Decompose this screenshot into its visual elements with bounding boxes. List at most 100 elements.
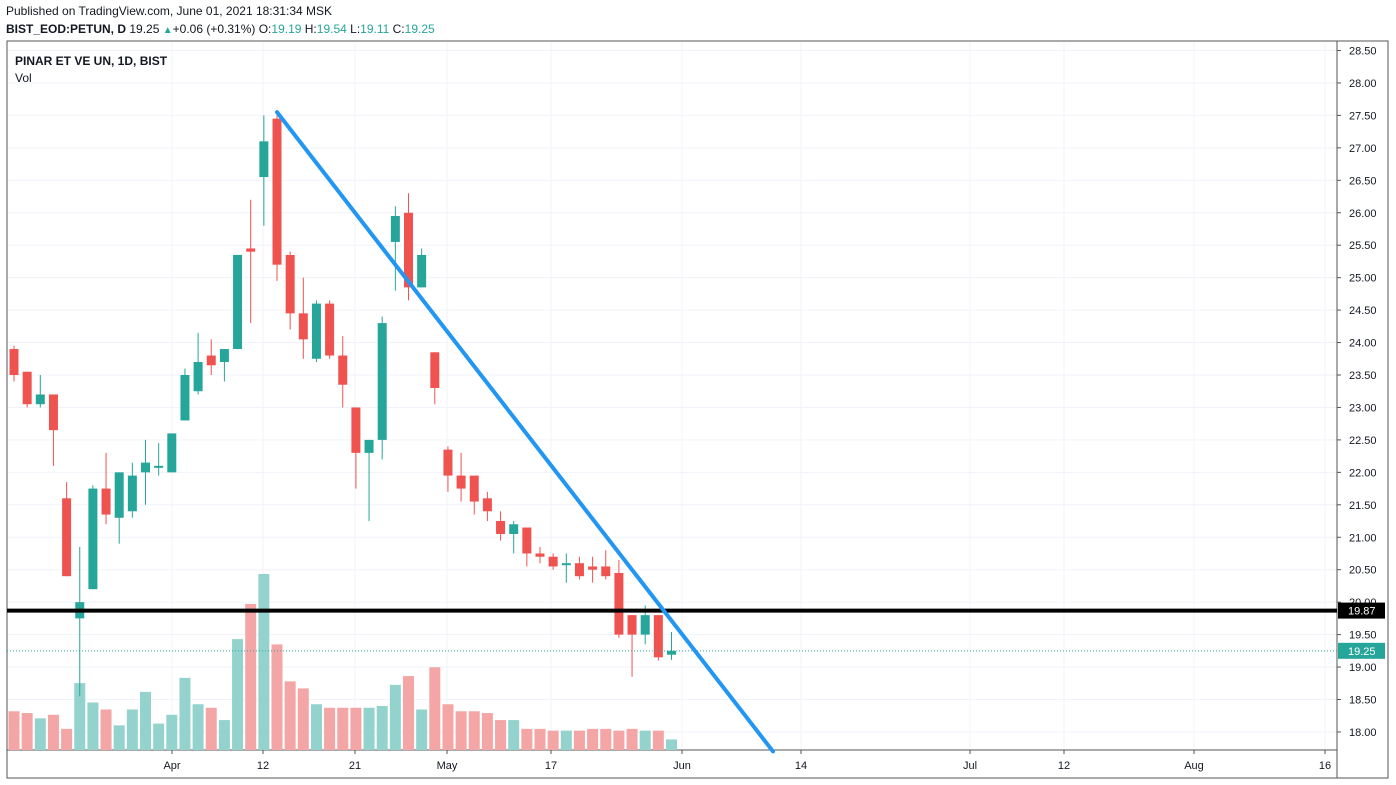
candle-body <box>364 439 374 453</box>
price-change: +0.06 (+0.31%) <box>172 22 256 36</box>
y-tick-label: 24.50 <box>1349 305 1377 317</box>
candle-body <box>351 407 361 453</box>
y-tick-label: 22.00 <box>1349 467 1377 479</box>
candle-body <box>233 254 243 350</box>
volume-bar <box>442 704 454 750</box>
volume-bar <box>74 683 86 750</box>
y-tick-label: 28.50 <box>1349 46 1377 58</box>
last-price: 19.25 <box>129 22 160 36</box>
candle-body <box>325 303 335 356</box>
volume-bar <box>218 720 230 750</box>
time-axis: Apr 12 21 May 17 Jun 14 Jul 12 Aug 16 <box>163 750 1331 772</box>
y-tick-label: 23.50 <box>1349 370 1377 382</box>
volume-bar <box>153 723 165 750</box>
volume-bar <box>310 704 322 750</box>
volume-bar <box>324 707 336 750</box>
volume-bar <box>389 684 401 750</box>
x-tick-label: Apr <box>163 760 180 772</box>
candle-body <box>114 472 124 518</box>
volume-bar <box>416 709 428 750</box>
volume-bar <box>179 677 191 750</box>
candle <box>246 199 256 324</box>
volume-bar <box>297 688 309 750</box>
candle <box>509 521 519 554</box>
y-tick-label: 22.50 <box>1349 435 1377 447</box>
volume-bar <box>534 728 546 750</box>
candle <box>9 345 19 382</box>
volume-bar <box>8 711 20 750</box>
volume-bar <box>508 720 520 750</box>
x-tick-label: 14 <box>795 760 807 772</box>
volume-bar <box>126 709 138 750</box>
symbol-name[interactable]: BIST_EOD:PETUN, D <box>6 22 127 36</box>
x-tick-label: 12 <box>257 760 269 772</box>
candle-body <box>167 433 177 473</box>
volume-bar <box>337 707 349 750</box>
low-label: L: <box>350 22 361 36</box>
candle <box>272 115 282 281</box>
candle <box>167 433 177 473</box>
candle <box>193 332 203 395</box>
published-note: Published on TradingView.com, June 01, 2… <box>6 4 332 18</box>
volume-bar <box>166 714 178 750</box>
candle-body <box>180 375 190 421</box>
candle <box>482 491 492 522</box>
candle <box>22 371 32 408</box>
candle <box>614 559 624 638</box>
y-tick-label: 18.50 <box>1349 695 1377 707</box>
x-tick-label: 12 <box>1058 760 1070 772</box>
chart-frame <box>6 40 1389 779</box>
volume-bar <box>481 713 493 750</box>
x-tick-label: Jun <box>673 760 691 772</box>
candle <box>417 248 427 288</box>
candle-body <box>298 313 308 340</box>
candle-body <box>430 352 440 388</box>
low-value: 19.11 <box>360 22 390 36</box>
candle-body <box>561 563 571 566</box>
candle <box>285 251 295 330</box>
candle <box>496 511 506 541</box>
y-tick-label: 21.50 <box>1349 500 1377 512</box>
candle <box>627 615 637 677</box>
candle <box>364 439 374 522</box>
candle <box>233 254 243 350</box>
close-label: C: <box>392 22 405 36</box>
chart-grid <box>8 42 1337 750</box>
candle-body <box>496 521 506 535</box>
price-axis: 28.50 28.00 27.50 27.00 26.50 26.00 25.50 25.00… <box>1337 46 1377 739</box>
volume-bar <box>587 728 599 750</box>
volume-bar <box>245 603 257 750</box>
candle-body <box>259 141 269 178</box>
candle <box>219 349 229 382</box>
candle <box>259 115 269 226</box>
y-tick-label: 26.00 <box>1349 208 1377 220</box>
volume-bar <box>232 639 244 750</box>
candle <box>141 439 150 505</box>
candle-body <box>667 650 676 655</box>
candle-body <box>62 498 72 577</box>
svg-text:19.25: 19.25 <box>1348 646 1376 658</box>
candle-body <box>127 475 137 512</box>
trend-line[interactable] <box>275 110 775 754</box>
volume-bar <box>455 711 467 750</box>
candle <box>561 553 571 583</box>
candle <box>653 615 663 661</box>
volume-bar <box>573 730 585 750</box>
candle <box>206 339 216 375</box>
candle <box>48 394 58 466</box>
y-tick-label: 24.00 <box>1349 338 1377 350</box>
volume-bar <box>271 644 283 750</box>
volume-bar <box>363 707 375 750</box>
close-value: 19.25 <box>404 22 435 36</box>
candle-body <box>9 349 19 375</box>
candle <box>127 462 137 518</box>
volume-bar <box>652 730 664 750</box>
candle <box>456 452 466 502</box>
candle-body <box>614 572 624 635</box>
candle-body <box>22 371 32 405</box>
volume-bar <box>205 707 217 750</box>
volume-bar <box>429 667 441 750</box>
candle-body <box>640 615 650 635</box>
volume-bar <box>403 676 414 750</box>
